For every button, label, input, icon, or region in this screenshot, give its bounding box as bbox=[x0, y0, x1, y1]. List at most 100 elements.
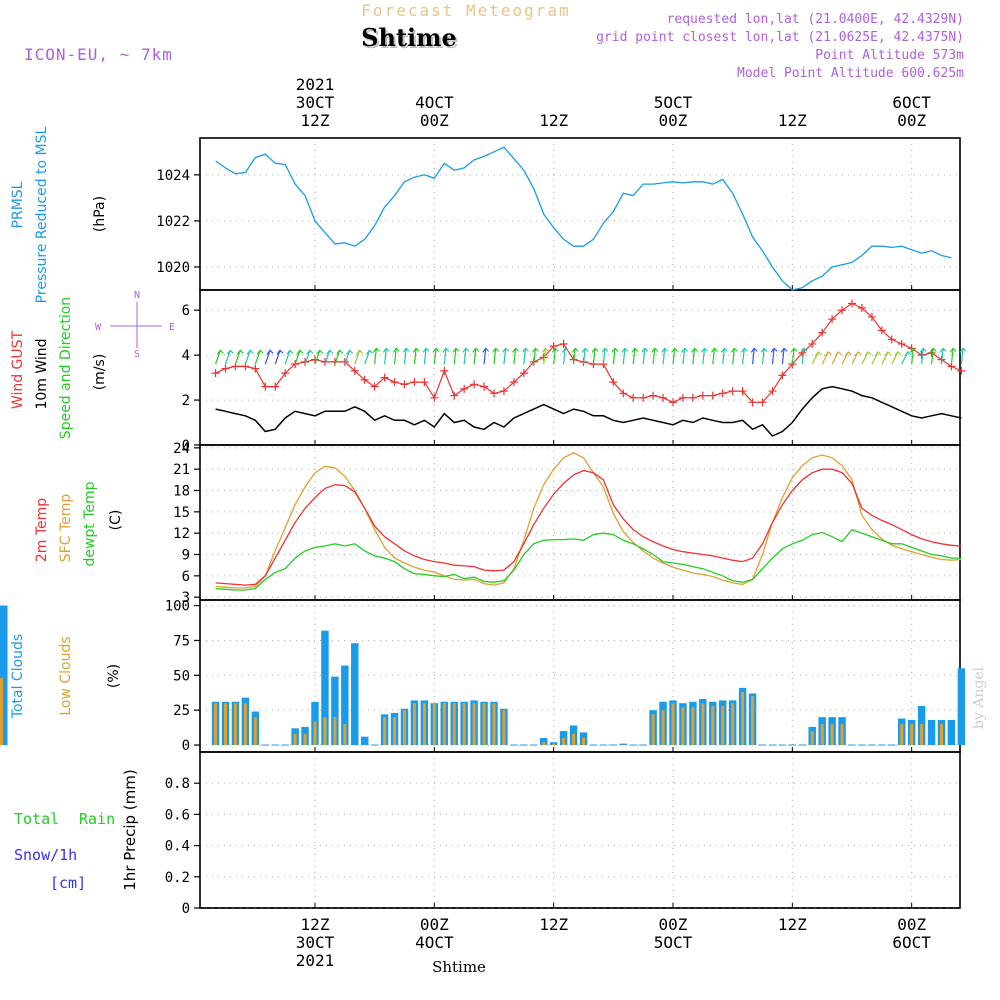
low-cloud-bar bbox=[492, 703, 496, 746]
wind-arrow bbox=[781, 348, 785, 365]
low-clouds-label: Low Clouds bbox=[58, 636, 74, 715]
wind-frame bbox=[199, 289, 961, 446]
top-tick-label: 00Z bbox=[897, 111, 926, 130]
low-cloud-bar bbox=[840, 724, 844, 746]
wind-arrow-head bbox=[256, 349, 264, 355]
gust-marker bbox=[400, 380, 409, 389]
wind-arrow bbox=[732, 348, 735, 365]
gust-marker bbox=[340, 357, 349, 366]
gust-marker bbox=[659, 393, 668, 402]
wind-arrow-head bbox=[452, 347, 460, 353]
wind-labels: Wind GUST 10m Wind Speed and Direction (… bbox=[10, 297, 108, 439]
wind-arrow bbox=[801, 348, 805, 365]
wind-arrow-head bbox=[949, 347, 957, 353]
gust-marker bbox=[668, 398, 677, 407]
gust-marker bbox=[350, 366, 359, 375]
wind-arrow-head bbox=[780, 347, 788, 353]
wind-arrow-head bbox=[216, 349, 224, 355]
wind-arrow bbox=[533, 348, 537, 365]
rain-label: Rain bbox=[79, 810, 115, 828]
wind-arrow bbox=[921, 348, 924, 365]
temp-ytick-label: 9 bbox=[182, 547, 190, 563]
wind-arrow bbox=[364, 350, 371, 365]
gust-marker bbox=[519, 369, 528, 378]
low-cloud-bar bbox=[691, 707, 695, 746]
wind-arrow-head bbox=[571, 347, 579, 353]
gust-marker bbox=[758, 398, 767, 407]
wind-arrow-head bbox=[814, 350, 822, 357]
wind-arrow bbox=[403, 348, 407, 365]
top-tick-label: 12Z bbox=[778, 111, 807, 130]
wind-arrow-head bbox=[720, 347, 728, 353]
gust-marker bbox=[460, 384, 469, 393]
wind-arrow-head bbox=[326, 349, 334, 355]
wind-arrow bbox=[254, 350, 261, 365]
wind-arrow bbox=[224, 350, 231, 365]
gust-marker bbox=[559, 339, 568, 348]
low-cloud-bar bbox=[243, 703, 247, 746]
bottom-tick-label: 12Z bbox=[301, 915, 330, 934]
wind-arrow-head bbox=[226, 349, 234, 355]
wind-arrow bbox=[761, 348, 765, 365]
wind-arrow bbox=[751, 348, 755, 365]
wind-arrow bbox=[384, 348, 387, 365]
snow-unit: [cm] bbox=[50, 874, 86, 892]
wind-arrow-head bbox=[492, 347, 500, 353]
wind-arrow-head bbox=[701, 347, 708, 353]
low-cloud-bar bbox=[333, 717, 337, 746]
gust-marker bbox=[808, 339, 817, 348]
wind-arrow bbox=[722, 348, 725, 365]
wind-arrow-head bbox=[442, 347, 450, 353]
low-cloud-bar bbox=[820, 724, 824, 746]
wind-arrow bbox=[264, 350, 271, 365]
low-cloud-bar bbox=[412, 703, 416, 746]
low-cloud-bar bbox=[711, 705, 715, 746]
wind-arrow bbox=[284, 350, 291, 365]
total-clouds-label: Total Clouds bbox=[10, 634, 26, 719]
wind-arrow bbox=[622, 348, 626, 365]
wind-arrow bbox=[791, 348, 795, 365]
gust-marker bbox=[390, 378, 399, 387]
low-cloud-bar bbox=[581, 738, 585, 746]
precip-labels: Total Rain Snow/1h [cm] 1hr Precip (mm) bbox=[14, 769, 139, 892]
wind-arrow-head bbox=[671, 347, 679, 353]
temp-ytick-label: 15 bbox=[173, 505, 190, 521]
gust-marker bbox=[450, 391, 459, 400]
wind-arrow bbox=[413, 348, 417, 365]
low-cloud-bar bbox=[939, 724, 943, 746]
pressure-ytick-label: 1022 bbox=[156, 214, 190, 230]
wind-arrow-head bbox=[591, 347, 599, 353]
wind-arrow-head bbox=[581, 347, 589, 353]
gust-marker bbox=[499, 387, 508, 396]
model-label: ICON-EU, ~ 7km bbox=[24, 45, 173, 64]
wind-ytick-label: 6 bbox=[182, 303, 190, 319]
precip-frame bbox=[199, 751, 961, 909]
temp-panel: 3 6 9 12 15 18 21 24 bbox=[173, 441, 961, 606]
wind-arrow bbox=[572, 348, 576, 365]
wind-arrow bbox=[563, 348, 566, 365]
prmsl-label: PRMSL bbox=[10, 181, 26, 228]
wind-arrow bbox=[742, 348, 745, 365]
wind-arrow-head bbox=[316, 349, 324, 355]
gust-marker bbox=[251, 364, 260, 373]
low-cloud-bar bbox=[452, 703, 456, 746]
pressure-unit: (hPa) bbox=[92, 196, 108, 232]
wind-arrow-head bbox=[276, 349, 284, 355]
t2m-line bbox=[215, 468, 962, 586]
wind-arrow-head bbox=[266, 349, 274, 355]
wind-arrow-head bbox=[641, 347, 649, 353]
gust-marker bbox=[688, 393, 697, 402]
low-cloud-bar bbox=[502, 710, 506, 746]
gust-marker bbox=[639, 393, 648, 402]
wind-arrow-head bbox=[236, 349, 244, 355]
wind-arrow-head bbox=[740, 347, 748, 353]
low-cloud-bar bbox=[671, 703, 675, 746]
wind-arrow-head bbox=[894, 350, 902, 357]
compass-w: W bbox=[95, 322, 102, 333]
precip-ytick-label: 0.8 bbox=[165, 776, 190, 792]
location-title-front: Shtime bbox=[361, 23, 457, 52]
low-cloud-bar bbox=[472, 703, 476, 746]
sfc-temp-label: SFC Temp bbox=[58, 494, 74, 563]
prmsl-line bbox=[215, 146, 952, 291]
gust-marker bbox=[420, 378, 429, 387]
